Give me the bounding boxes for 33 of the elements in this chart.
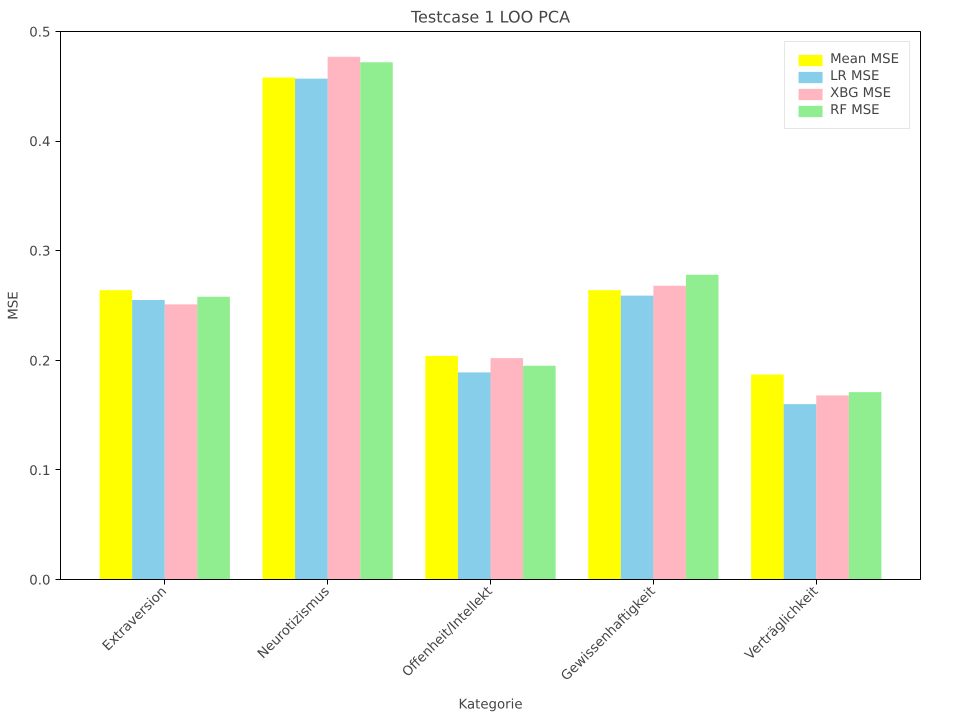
- bar: [588, 290, 621, 580]
- bar: [164, 304, 198, 580]
- bar: [458, 372, 490, 580]
- y-tick-label: 0.2: [29, 354, 51, 370]
- legend-label: Mean MSE: [830, 52, 899, 67]
- bar: [360, 62, 393, 580]
- bar: [425, 356, 458, 580]
- chart-title: Testcase 1 LOO PCA: [410, 8, 570, 26]
- bar: [523, 366, 556, 580]
- bar: [295, 78, 328, 580]
- bar: [620, 296, 654, 580]
- legend-label: LR MSE: [830, 69, 880, 84]
- legend-label: RF MSE: [830, 103, 880, 118]
- bar: [816, 395, 849, 580]
- bar: [262, 78, 296, 580]
- x-axis-title: Kategorie: [458, 698, 523, 713]
- legend-label: XBG MSE: [830, 86, 892, 101]
- bar: [328, 56, 360, 580]
- bar: [132, 300, 165, 580]
- bar: [784, 404, 816, 580]
- y-tick-label: 0.1: [29, 464, 51, 479]
- bar: [197, 296, 230, 580]
- y-axis-title: MSE: [6, 291, 22, 320]
- y-tick-label: 0.3: [29, 244, 51, 260]
- bar: [653, 286, 686, 580]
- bar: [751, 374, 784, 580]
- bar: [100, 290, 132, 580]
- y-tick-label: 0.4: [29, 135, 51, 150]
- y-tick-label: 0.0: [29, 574, 51, 588]
- bar: [848, 392, 882, 580]
- bar: [490, 358, 524, 580]
- bar: [686, 274, 719, 580]
- y-tick-label: 0.5: [29, 26, 51, 40]
